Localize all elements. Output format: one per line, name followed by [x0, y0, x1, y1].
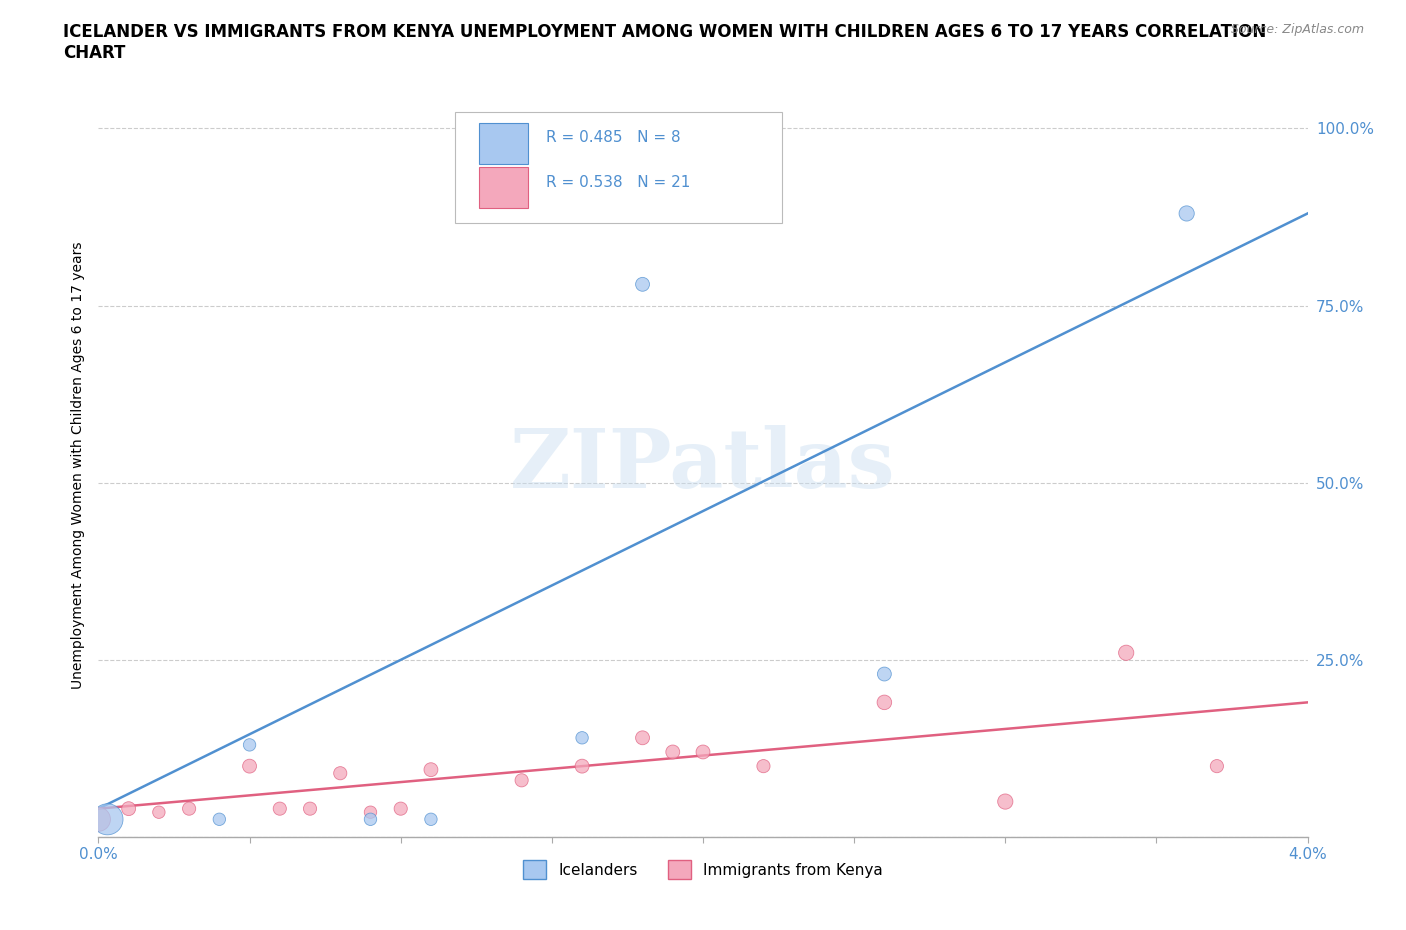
Point [631, 730, 654, 745]
Point [1206, 759, 1229, 774]
Text: R = 0.538   N = 21: R = 0.538 N = 21 [546, 175, 690, 190]
Text: CHART: CHART [63, 44, 125, 61]
FancyBboxPatch shape [456, 112, 782, 223]
Point [873, 695, 896, 710]
Text: ICELANDER VS IMMIGRANTS FROM KENYA UNEMPLOYMENT AMONG WOMEN WITH CHILDREN AGES 6: ICELANDER VS IMMIGRANTS FROM KENYA UNEMP… [63, 23, 1267, 41]
Point [329, 765, 352, 780]
Legend: Icelanders, Immigrants from Kenya: Icelanders, Immigrants from Kenya [517, 855, 889, 885]
Point [269, 802, 291, 817]
Text: Source: ZipAtlas.com: Source: ZipAtlas.com [1230, 23, 1364, 36]
Point [661, 745, 683, 760]
Point [1175, 206, 1198, 221]
Point [360, 812, 382, 827]
Text: ZIPatlas: ZIPatlas [510, 425, 896, 505]
Point [239, 737, 262, 752]
Point [179, 802, 201, 817]
Point [360, 804, 382, 819]
Point [631, 277, 654, 292]
Point [420, 812, 443, 827]
FancyBboxPatch shape [479, 123, 527, 164]
Point [752, 759, 775, 774]
FancyBboxPatch shape [479, 167, 527, 208]
Point [571, 730, 593, 745]
Point [571, 759, 593, 774]
Point [299, 802, 322, 817]
Point [118, 802, 141, 817]
Point [389, 802, 412, 817]
Point [1115, 645, 1137, 660]
Point [994, 794, 1017, 809]
Point [239, 759, 262, 774]
Point [420, 763, 443, 777]
Point [510, 773, 533, 788]
Point [87, 812, 110, 827]
Point [148, 804, 170, 819]
Y-axis label: Unemployment Among Women with Children Ages 6 to 17 years: Unemployment Among Women with Children A… [70, 241, 84, 689]
Point [96, 812, 118, 827]
Point [692, 745, 714, 760]
Point [873, 667, 896, 682]
Point [208, 812, 231, 827]
Text: R = 0.485   N = 8: R = 0.485 N = 8 [546, 130, 681, 145]
